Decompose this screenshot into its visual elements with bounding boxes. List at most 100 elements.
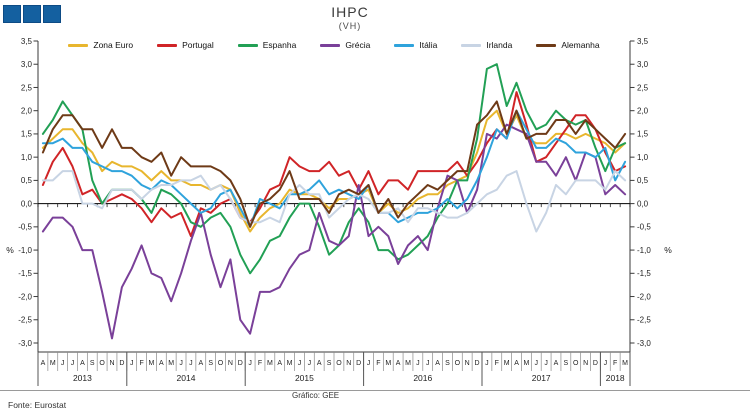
y-tick-label: 2,5 (637, 83, 649, 92)
y-tick-label: -2,5 (18, 316, 32, 325)
month-label: J (179, 360, 183, 367)
month-label: J (298, 360, 302, 367)
month-label: J (416, 360, 420, 367)
y-tick-label: -2,0 (637, 292, 651, 301)
legend-item: Alemanha (536, 40, 600, 50)
month-label: S (445, 360, 450, 367)
chart-legend: Zona Euro Portugal Espanha Grécia Itália Irla… (38, 40, 630, 50)
month-label: M (149, 360, 155, 367)
source-note: Fonte: Eurostat (8, 400, 67, 410)
chart-subtitle: (VH) (338, 21, 362, 31)
y-tick-label: 2,0 (21, 106, 33, 115)
month-label: J (544, 360, 548, 367)
year-label: 2017 (532, 373, 551, 383)
month-label: O (218, 360, 224, 367)
legend-swatch-icon (237, 43, 258, 47)
y-tick-label: -1,0 (637, 246, 651, 255)
y-tick-label: 3,0 (21, 60, 33, 69)
legend-label: Grécia (345, 40, 371, 50)
year-label: 2016 (413, 373, 432, 383)
y-tick-label: 2,5 (21, 83, 33, 92)
month-label: J (367, 360, 371, 367)
month-label: F (495, 360, 499, 367)
month-label: D (119, 360, 124, 367)
month-label: J (189, 360, 193, 367)
month-label: D (475, 360, 480, 367)
legend-swatch-icon (157, 43, 178, 47)
series-line-irlanda (41, 170, 627, 233)
y-axis-unit-left: % (6, 245, 14, 255)
title-block: IHPC (VH) (0, 4, 700, 31)
logo (3, 5, 61, 23)
legend-item: Grécia (320, 40, 370, 50)
logo-square-icon (43, 5, 61, 23)
legend-item: Irlanda (461, 40, 512, 50)
month-label: J (71, 360, 75, 367)
month-label: J (426, 360, 430, 367)
month-label: J (248, 360, 252, 367)
legend-label: Irlanda (486, 40, 513, 50)
month-label: S (564, 360, 569, 367)
y-tick-label: 3,5 (21, 37, 33, 46)
y-tick-label: -1,5 (637, 269, 651, 278)
y-tick-label: -0,5 (18, 223, 32, 232)
month-label: M (523, 360, 529, 367)
y-tick-label: -1,5 (18, 269, 32, 278)
month-label: F (258, 360, 262, 367)
y-tick-label: 2,0 (637, 106, 649, 115)
month-label: F (139, 360, 143, 367)
y-tick-label: -1,0 (18, 246, 32, 255)
month-label: A (198, 360, 203, 367)
legend-label: Itália (419, 40, 438, 50)
y-tick-label: 0,0 (637, 199, 649, 208)
month-label: F (613, 360, 617, 367)
month-label: M (405, 360, 411, 367)
month-label: A (159, 360, 164, 367)
logo-square-icon (23, 5, 41, 23)
legend-item: Espanha (237, 40, 297, 50)
legend-label: Espanha (262, 40, 297, 50)
month-label: O (573, 360, 579, 367)
y-tick-label: -2,5 (637, 316, 651, 325)
month-label: D (238, 360, 243, 367)
y-tick-label: 3,5 (637, 37, 649, 46)
month-label: A (435, 360, 440, 367)
series-line-grécia (41, 123, 627, 340)
legend-item: Portugal (157, 40, 214, 50)
year-label: 2015 (295, 373, 314, 383)
month-label: A (317, 360, 322, 367)
month-label: M (50, 360, 56, 367)
legend-swatch-icon (394, 43, 415, 47)
y-axis-unit-right: % (664, 245, 672, 255)
month-label: J (604, 360, 608, 367)
y-tick-label: -2,0 (18, 292, 32, 301)
month-label: M (504, 360, 510, 367)
month-label: M (287, 360, 293, 367)
legend-swatch-icon (320, 43, 341, 47)
year-label: 2018 (606, 373, 625, 383)
month-label: N (583, 360, 588, 367)
legend-swatch-icon (68, 43, 89, 47)
y-tick-label: -3,0 (18, 339, 32, 348)
legend-item: Itália (394, 40, 437, 50)
legend-item: Zona Euro (68, 40, 133, 50)
month-label: A (80, 360, 85, 367)
month-label: D (593, 360, 598, 367)
y-tick-label: 0,5 (21, 176, 33, 185)
chart-title: IHPC (331, 4, 369, 20)
legend-swatch-icon (461, 43, 482, 47)
y-tick-label: 1,5 (21, 130, 33, 139)
legend-swatch-icon (536, 43, 557, 47)
y-tick-label: 1,0 (637, 153, 649, 162)
month-label: J (130, 360, 134, 367)
y-tick-label: -3,0 (637, 339, 651, 348)
month-label: N (346, 360, 351, 367)
month-label: A (396, 360, 401, 367)
chart-credit: Gráfico: GEE (292, 391, 340, 400)
y-tick-label: 1,0 (21, 153, 33, 162)
logo-square-icon (3, 5, 21, 23)
series-line-alemanha (41, 100, 627, 228)
month-label: M (267, 360, 273, 367)
